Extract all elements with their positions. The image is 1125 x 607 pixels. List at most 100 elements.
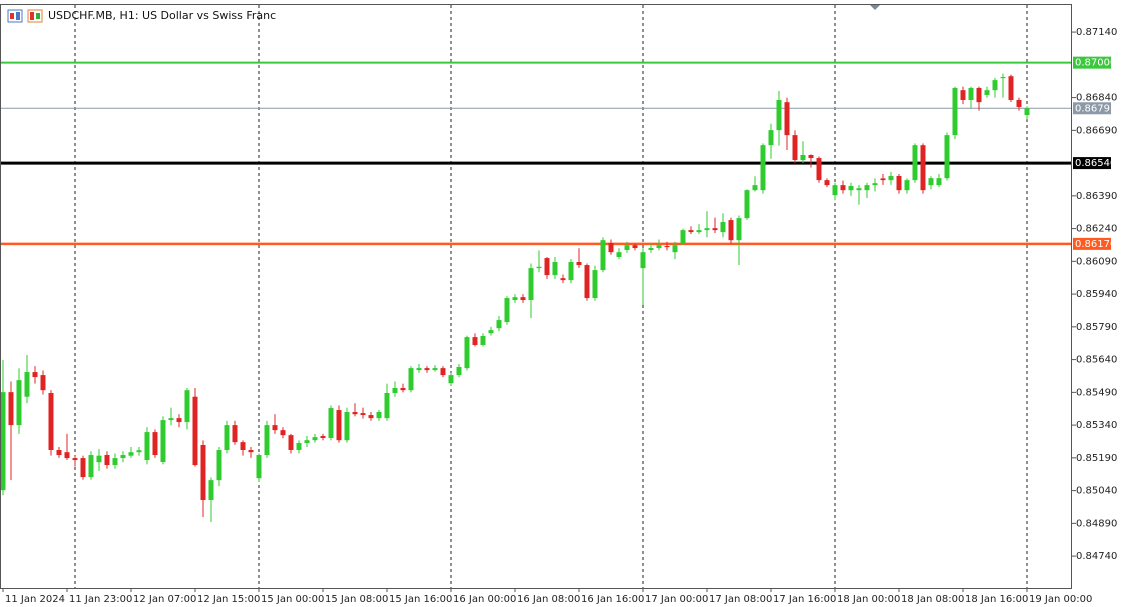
candle-body bbox=[384, 393, 390, 419]
candle-body bbox=[832, 185, 838, 196]
candle-body bbox=[432, 368, 438, 371]
y-tick-label: 0.86690 bbox=[1076, 125, 1117, 136]
candle-body bbox=[392, 387, 398, 394]
x-tick-label: 11 Jan 2024 bbox=[5, 594, 65, 605]
icon-part bbox=[30, 12, 34, 20]
x-tick-label: 16 Jan 16:00 bbox=[581, 594, 644, 605]
x-tick-label: 12 Jan 15:00 bbox=[197, 594, 260, 605]
candle-body bbox=[160, 420, 166, 463]
candle-body bbox=[848, 186, 854, 191]
candle-body bbox=[768, 130, 774, 146]
y-tick-label: 0.85340 bbox=[1076, 420, 1117, 431]
candle-body bbox=[272, 425, 278, 431]
candle-body bbox=[88, 455, 94, 478]
x-tick-label: 11 Jan 23:00 bbox=[69, 594, 132, 605]
candle-body bbox=[816, 158, 822, 181]
candle-body bbox=[984, 90, 990, 95]
candle-body bbox=[72, 458, 78, 461]
candle-body bbox=[376, 412, 382, 419]
candle-body bbox=[112, 458, 118, 466]
candle-body bbox=[544, 258, 550, 276]
candle-body bbox=[328, 408, 334, 438]
x-tick-label: 15 Jan 16:00 bbox=[389, 594, 452, 605]
candle-body bbox=[776, 99, 782, 131]
candle-body bbox=[680, 230, 686, 244]
y-tick-label: 0.86090 bbox=[1076, 256, 1117, 267]
candle-body bbox=[352, 412, 358, 415]
candle-body bbox=[760, 145, 766, 191]
candle-body bbox=[864, 185, 870, 191]
candle-body bbox=[960, 90, 966, 100]
candle-body bbox=[1008, 76, 1014, 100]
candle-body bbox=[752, 185, 758, 191]
candle-body bbox=[24, 372, 30, 397]
candle-body bbox=[288, 435, 294, 451]
candle-body bbox=[480, 336, 486, 345]
candle-body bbox=[560, 278, 566, 281]
level-label-box bbox=[1073, 56, 1111, 69]
candle-body bbox=[872, 183, 878, 186]
y-tick-label: 0.86240 bbox=[1076, 224, 1117, 235]
candle-body bbox=[576, 262, 582, 266]
title-icons bbox=[7, 9, 43, 23]
x-tick-label: 18 Jan 00:00 bbox=[837, 594, 900, 605]
shift-marker bbox=[870, 5, 880, 10]
y-tick-label: 0.85040 bbox=[1076, 486, 1117, 497]
candle-body bbox=[992, 80, 998, 91]
x-tick-label: 17 Jan 00:00 bbox=[645, 594, 708, 605]
candle-body bbox=[144, 432, 150, 461]
candle-body bbox=[744, 190, 750, 219]
candle-body bbox=[904, 180, 910, 191]
y-tick-label: 0.86390 bbox=[1076, 191, 1117, 202]
x-tick-label: 15 Jan 08:00 bbox=[325, 594, 388, 605]
candle-body bbox=[360, 413, 366, 416]
candle-body bbox=[176, 418, 182, 423]
candle-body bbox=[584, 265, 590, 299]
candle-body bbox=[896, 175, 902, 191]
icon-part bbox=[10, 13, 14, 19]
candle-body bbox=[456, 367, 462, 376]
candle-body bbox=[728, 220, 734, 241]
candle-body bbox=[944, 135, 950, 179]
candle-body bbox=[104, 455, 110, 466]
y-tick-label: 0.84890 bbox=[1076, 518, 1117, 529]
candle-body bbox=[80, 458, 86, 478]
level-label: 0.86791 bbox=[1075, 103, 1116, 114]
candle-body bbox=[424, 368, 430, 371]
candle-body bbox=[808, 155, 814, 159]
candle-body bbox=[16, 380, 22, 426]
candle-body bbox=[976, 87, 982, 103]
candle-body bbox=[880, 178, 886, 181]
y-tick-label: 0.85190 bbox=[1076, 453, 1117, 464]
plot-area bbox=[0, 5, 1072, 588]
y-tick-label: 0.86840 bbox=[1076, 93, 1117, 104]
chart-title: USDCHF.MB, H1: US Dollar vs Swiss Franc bbox=[48, 9, 276, 22]
candle-body bbox=[256, 455, 262, 479]
candle-body bbox=[224, 425, 230, 451]
x-tick-label: 16 Jan 08:00 bbox=[517, 594, 580, 605]
level-label: 0.86170 bbox=[1075, 239, 1116, 250]
x-tick-label: 18 Jan 16:00 bbox=[965, 594, 1028, 605]
candle-body bbox=[520, 297, 526, 300]
candle-body bbox=[704, 228, 710, 231]
candle-body bbox=[8, 392, 14, 426]
candle-body bbox=[208, 480, 214, 501]
candle-body bbox=[1000, 77, 1006, 79]
candle-body bbox=[888, 175, 894, 181]
candle-body bbox=[672, 245, 678, 253]
candle-body bbox=[120, 455, 126, 459]
x-tick-label: 12 Jan 07:00 bbox=[133, 594, 196, 605]
candle-body bbox=[40, 375, 46, 391]
candle-body bbox=[472, 337, 478, 345]
candle-body bbox=[712, 228, 718, 231]
candle-body bbox=[200, 444, 206, 501]
candle-body bbox=[656, 245, 662, 249]
candle-body bbox=[48, 393, 54, 451]
candle-body bbox=[264, 425, 270, 456]
candle-body bbox=[440, 368, 446, 376]
candle-body bbox=[344, 412, 350, 441]
candle-body bbox=[688, 230, 694, 233]
candle-body bbox=[296, 443, 302, 451]
candle-body bbox=[936, 178, 942, 186]
